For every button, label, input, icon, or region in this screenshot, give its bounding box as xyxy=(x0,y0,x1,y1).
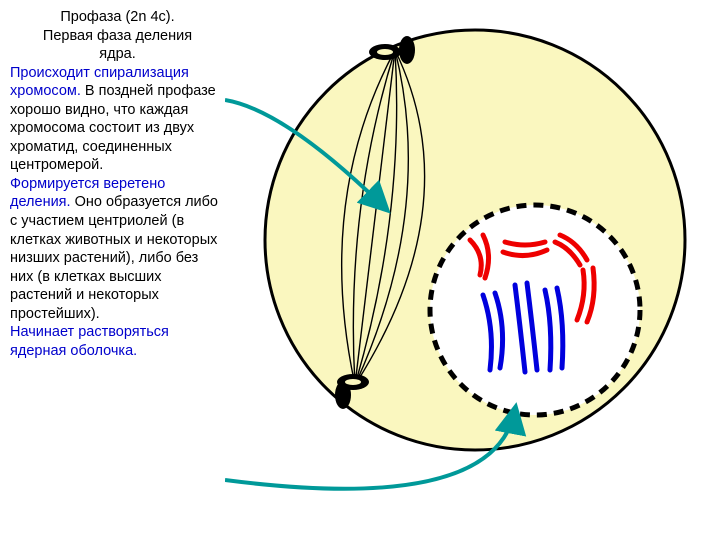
paragraph-2: Формируется веретено деления. Оно образу… xyxy=(10,175,225,323)
subtitle-2: ядра. xyxy=(10,45,225,64)
paragraph-3: Начинает растворяться ядерная оболочка. xyxy=(10,323,225,360)
title: Профаза (2n 4c). xyxy=(10,8,225,27)
hl-spiralization-1: Происходит xyxy=(10,65,90,81)
paragraph-1: Происходит спирализация хромосом. В позд… xyxy=(10,64,225,175)
prophase-diagram xyxy=(225,10,715,535)
nuclear-envelope xyxy=(430,205,640,415)
hl-spiralization-2: спирализация xyxy=(94,65,189,81)
hl-envelope: Начинает растворяться ядерная оболочка. xyxy=(10,324,169,359)
p2-rest: Оно образуется либо с участием центриоле… xyxy=(10,194,218,321)
hl-spiralization-3: хромосом. xyxy=(10,83,81,99)
subtitle-1: Первая фаза деления xyxy=(10,27,225,46)
